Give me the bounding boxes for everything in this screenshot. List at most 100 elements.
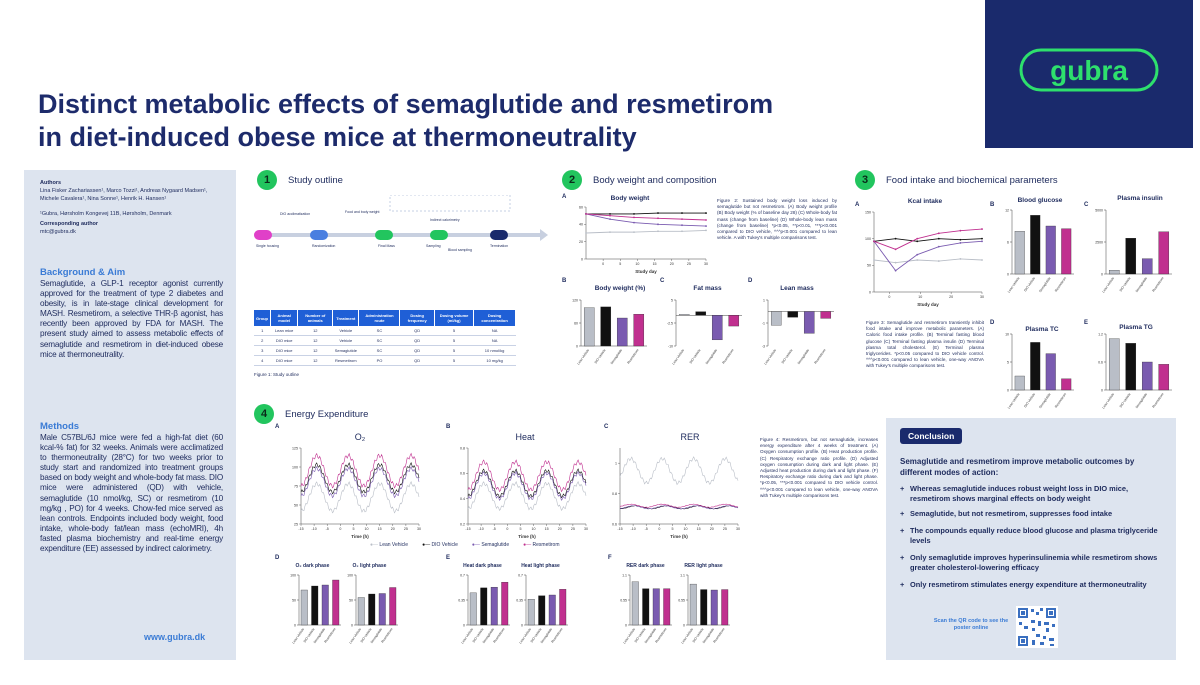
bar-3 [616, 317, 628, 347]
section-1-title: Study outline [288, 175, 343, 186]
table-cell: DIO mice [270, 355, 298, 366]
y-tick-label: 6 [1007, 241, 1009, 245]
series-point [937, 260, 940, 262]
table-cell: 12 [297, 355, 333, 366]
timeline-step-5 [490, 230, 508, 240]
series-point [916, 240, 919, 243]
series-line-1 [300, 481, 420, 514]
table-cell: PO [358, 355, 400, 366]
x-tick-label: 10 [635, 262, 639, 266]
timeline-bottom-label-2: Randomization [312, 244, 335, 248]
table-row: 2 DIO mice 12 Vehicle SC QD 5 NA [254, 335, 516, 346]
x-tick-label: 0 [602, 262, 604, 266]
table-cell: SC [358, 345, 400, 356]
timeline-step-4 [430, 230, 448, 240]
panel-4c-letter: C [604, 424, 609, 430]
qr-code-icon[interactable] [1016, 606, 1058, 648]
chart-2a: 0 5 10 15 20 25 30 0 20 40 60 Study day [579, 205, 708, 274]
bar-4 [559, 589, 567, 626]
y-tick-label: 0.35 [458, 599, 465, 603]
timeline-top-label-2: Food and body weight [345, 210, 379, 214]
conclusion-item: + Only semaglutide improves hyperinsuline… [900, 553, 1158, 572]
table-header: Group [254, 310, 271, 326]
x-tick-label: -5 [326, 527, 329, 531]
table-cell: 10 mg/kg [473, 355, 516, 366]
background-text: Semaglutide, a GLP-1 receptor agonist cu… [40, 279, 223, 359]
x-tick-label: DIO Vehicle [1119, 392, 1132, 408]
bar-1 [1014, 375, 1025, 391]
x-axis-label: Time (h) [518, 534, 536, 539]
bar-3 [710, 589, 718, 626]
y-tick-label: 0 [521, 624, 523, 628]
series-line-4 [873, 228, 983, 250]
methods-heading: Methods [40, 421, 80, 432]
table-header: Animal model [270, 310, 299, 326]
legend-item-resm: ●— Resmetirom [523, 542, 560, 548]
x-tick-label: 30 [704, 262, 708, 266]
x-tick-label: 10 [918, 295, 922, 299]
bar-2 [1030, 215, 1041, 275]
bar-2 [695, 311, 707, 316]
bar-4 [1061, 228, 1072, 275]
bar-3 [1141, 258, 1153, 275]
series-point [959, 229, 962, 232]
qr-caption: Scan the QR code to see the poster onlin… [933, 618, 1009, 631]
series-point [959, 238, 962, 241]
x-tick-label: DIO Vehicle [781, 348, 794, 364]
panel-2c-letter: C [660, 278, 665, 284]
table-row: 1 Lean mice 12 Vehicle SC QD 5 NA [254, 326, 516, 336]
table-cell: 12 [297, 326, 333, 336]
ee-legend: ●— Lean Vehicle ●— DIO Vehicle ●— Semagl… [370, 542, 650, 548]
table-cell: DIO mice [270, 335, 298, 346]
x-tick-label: Lean Vehicle [1007, 276, 1021, 293]
panel-2c-title: Fat mass [693, 285, 722, 292]
table-cell: QD [399, 345, 435, 356]
table-cell: 10 nmol/kg [473, 345, 516, 356]
chart-3b: 0 6 12 Lean Vehicle DIO Vehicle Semaglutide Re… [1005, 209, 1074, 294]
conclusion-item: + Semaglutide, but not resmetirom, suppre… [900, 509, 1113, 518]
study-design-table: Group Animal model Number of animals Tre… [254, 310, 516, 366]
series-point [633, 231, 635, 234]
chart-4c: -15 -10 -5 0 5 10 15 20 25 30 0.6 0.8 1 Time (h) [612, 448, 740, 539]
bar-3 [1141, 361, 1153, 391]
table-cell: SC [358, 326, 400, 336]
conclusion-box: Conclusion Semaglutide and resmetirom im… [886, 418, 1176, 660]
bar-4 [1158, 364, 1170, 391]
study-timeline: DIO acclimatization Food and body weight… [254, 195, 548, 252]
bar-4 [728, 315, 740, 327]
table-cell: 5 [434, 355, 474, 366]
figure-4-caption: Figure 4: Resmetirom, but not semaglutid… [760, 437, 878, 498]
table-cell: Lean mice [270, 326, 298, 336]
x-tick-label: 0 [506, 527, 508, 531]
series-line-3 [585, 213, 707, 227]
conclusion-tab: Conclusion [900, 428, 963, 444]
legend-item-sema: ●— Semaglutide [471, 542, 510, 548]
table-cell: 1 [254, 326, 271, 336]
series-point [681, 230, 683, 233]
x-tick-label: Semaglutide [610, 348, 624, 365]
gubra-logo-mark: gubra [1019, 48, 1159, 92]
x-tick-label: Resmetirom [813, 348, 826, 365]
bar-1 [1108, 338, 1120, 391]
affiliation: ¹Gubra, Hørsholm Kongevej 11B, Hørsholm,… [40, 211, 172, 217]
y-tick-label: 0 [581, 257, 583, 261]
website-link[interactable]: www.gubra.dk [144, 632, 206, 642]
section-3-number: 3 [855, 170, 875, 190]
bar-3 [652, 588, 660, 626]
series-point [937, 237, 940, 240]
x-tick-label: Lean Vehicle [763, 348, 777, 365]
y-tick-label: 0.8 [612, 492, 617, 496]
bar-1 [770, 311, 782, 326]
bar-2 [700, 589, 708, 626]
bar-4 [332, 579, 340, 626]
table-cell: 2 [254, 335, 271, 346]
x-tick-label: Semaglutide [705, 348, 719, 365]
y-tick-label: 75 [294, 484, 298, 488]
chart-3d: 0 5 10 Lean Vehicle DIO Vehicle Semaglutide Re… [1005, 333, 1074, 410]
series-point [894, 248, 897, 251]
series-line-1 [873, 258, 983, 264]
